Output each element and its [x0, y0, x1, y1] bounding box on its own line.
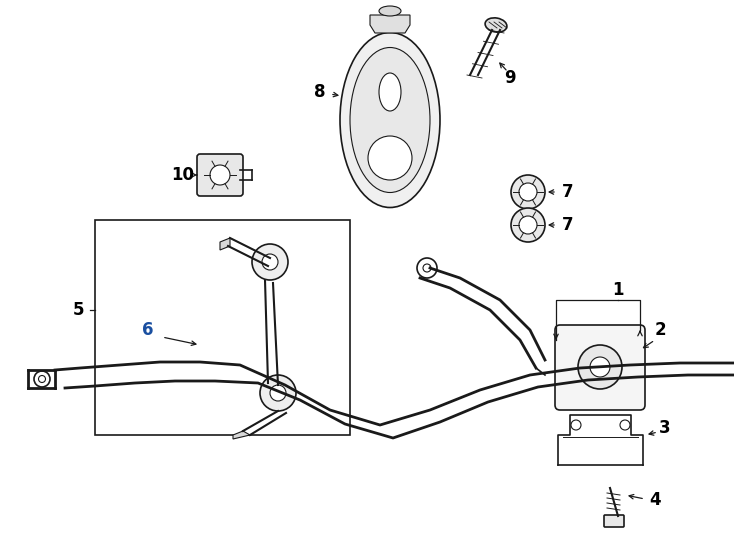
Circle shape	[270, 385, 286, 401]
Text: 4: 4	[649, 491, 661, 509]
Text: 7: 7	[562, 216, 574, 234]
Circle shape	[511, 175, 545, 209]
Ellipse shape	[485, 18, 507, 32]
Circle shape	[423, 264, 431, 272]
Circle shape	[417, 258, 437, 278]
FancyBboxPatch shape	[197, 154, 243, 196]
Text: 5: 5	[72, 301, 84, 319]
Circle shape	[38, 375, 46, 382]
Circle shape	[34, 371, 50, 387]
Text: 8: 8	[314, 83, 326, 101]
Ellipse shape	[379, 6, 401, 16]
Ellipse shape	[379, 73, 401, 111]
Polygon shape	[220, 238, 230, 250]
Text: 1: 1	[612, 281, 624, 299]
Text: 2: 2	[654, 321, 666, 339]
Text: 9: 9	[504, 69, 516, 87]
FancyBboxPatch shape	[555, 325, 645, 410]
Circle shape	[590, 357, 610, 377]
Text: 6: 6	[142, 321, 153, 339]
Circle shape	[368, 136, 412, 180]
Circle shape	[578, 345, 622, 389]
Text: 10: 10	[172, 166, 195, 184]
Circle shape	[262, 254, 278, 270]
Bar	[95, 220, 350, 435]
Text: 3: 3	[659, 419, 671, 437]
Ellipse shape	[340, 32, 440, 207]
FancyBboxPatch shape	[604, 515, 624, 527]
Circle shape	[260, 375, 296, 411]
Circle shape	[210, 165, 230, 185]
Polygon shape	[370, 15, 410, 33]
Text: 7: 7	[562, 183, 574, 201]
Circle shape	[252, 244, 288, 280]
Circle shape	[511, 208, 545, 242]
Ellipse shape	[350, 48, 430, 192]
Circle shape	[519, 216, 537, 234]
Polygon shape	[233, 431, 250, 439]
Circle shape	[519, 183, 537, 201]
